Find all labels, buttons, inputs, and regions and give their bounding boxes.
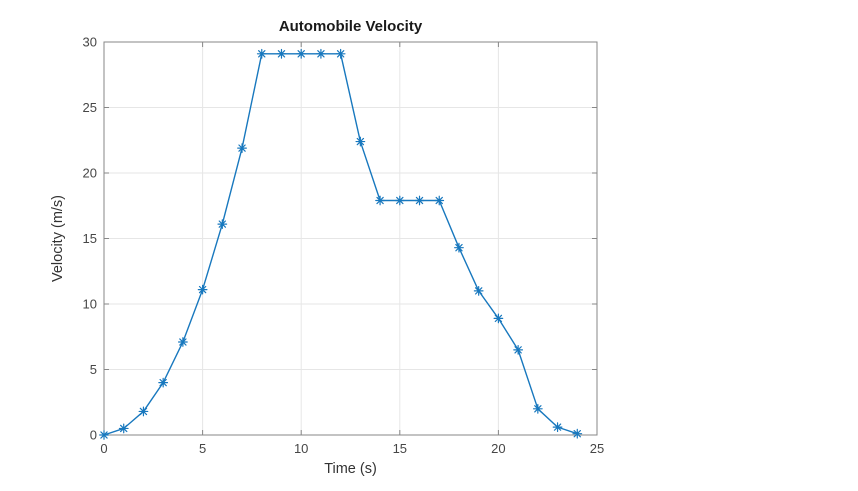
y-tick-label: 25 — [83, 100, 97, 115]
x-tick-label: 0 — [100, 441, 107, 456]
tick-labels: 0 5 10 15 20 25 0 5 10 15 20 25 30 — [83, 35, 605, 457]
grid-lines — [104, 42, 597, 435]
x-tick-label: 10 — [294, 441, 308, 456]
x-axis-label: Time (s) — [324, 461, 377, 477]
x-tick-label: 20 — [491, 441, 505, 456]
x-tick-label: 25 — [590, 441, 604, 456]
velocity-line — [103, 53, 578, 436]
chart-title: Automobile Velocity — [279, 18, 423, 35]
y-tick-label: 10 — [83, 297, 97, 312]
asterisk-markers — [99, 48, 583, 440]
y-tick-label: 5 — [90, 362, 97, 377]
y-axis-label: Velocity (m/s) — [50, 195, 66, 282]
data-series — [99, 48, 583, 440]
y-tick-label: 30 — [83, 35, 97, 50]
y-tick-label: 15 — [83, 231, 97, 246]
x-tick-label: 5 — [199, 441, 206, 456]
plot-box — [103, 41, 598, 436]
y-tick-label: 20 — [83, 166, 97, 181]
y-tick-label: 0 — [90, 428, 97, 443]
x-tick-label: 15 — [393, 441, 407, 456]
